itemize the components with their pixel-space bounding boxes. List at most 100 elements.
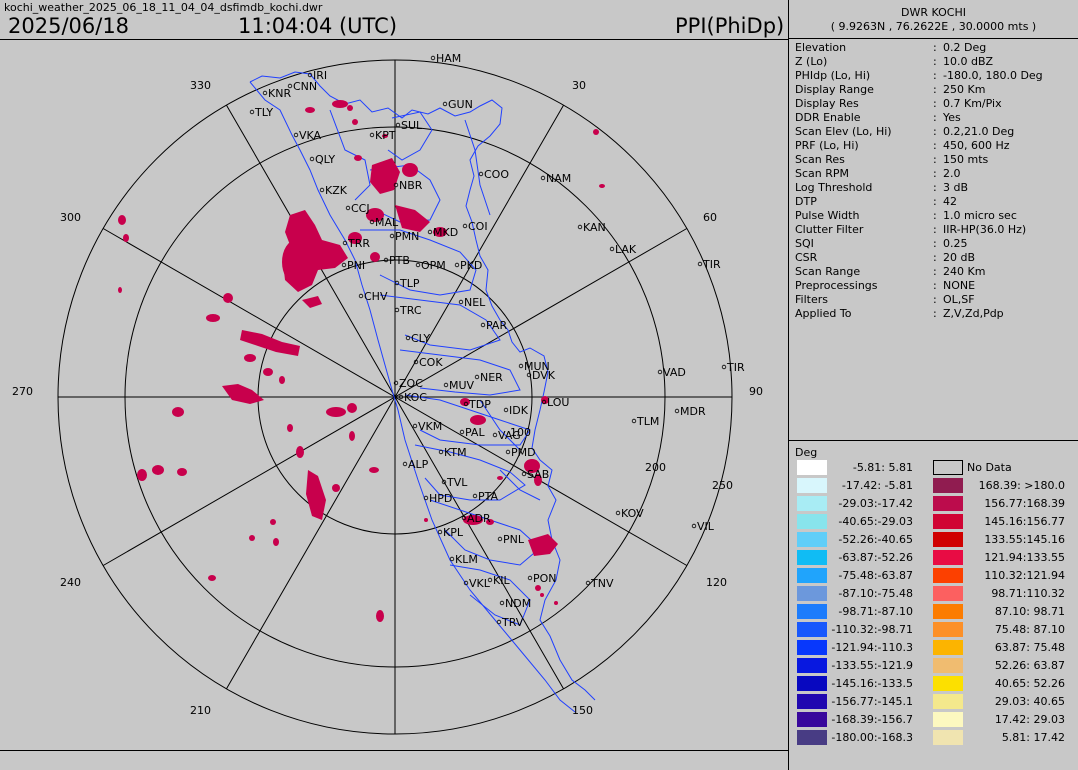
place-dot [527,575,533,581]
place-name: TRC [399,304,422,317]
legend-label: -98.71:-87.10 [838,605,913,618]
legend-swatch [933,478,963,493]
param-key: Display Range [795,83,874,96]
place-marker: TRC [394,304,422,317]
place-name: NER [480,371,503,384]
legend-swatch [933,712,963,727]
station-header: DWR KOCHI ( 9.9263N , 76.2622E , 30.0000… [789,6,1078,34]
param-colon: : [933,181,937,194]
range-label: 100 [510,426,531,439]
legend-swatch [797,604,827,619]
place-dot [541,399,547,405]
place-marker: NBR [393,179,423,192]
legend-label: 87.10: 98.71 [994,605,1065,618]
place-name: CLY [411,332,430,345]
param-value: 20 dB [943,251,976,264]
legend-label: 17.42: 29.03 [994,713,1065,726]
place-dot [449,556,455,562]
param-value: 2.0 [943,167,961,180]
param-value: -180.0, 180.0 Deg [943,69,1043,82]
scan-date: 2025/06/18 [8,14,130,38]
param-colon: : [933,237,937,250]
place-dot [430,55,436,61]
place-name: OPM [421,259,446,272]
legend-swatch [797,550,827,565]
place-dot [463,401,469,407]
place-marker: IRI [307,69,327,82]
station-coords: ( 9.9263N , 76.2622E , 30.0000 mts ) [830,20,1037,33]
place-marker: TLY [249,106,273,119]
param-row: Filters: OL,SF [795,293,1073,307]
place-name: LOU [547,396,569,409]
place-marker: SAB [521,468,549,481]
place-dot [345,205,351,211]
place-name: CHV [364,290,388,303]
header-divider [0,39,788,40]
param-row: Scan Res:150 mts [795,153,1073,167]
param-colon: : [933,139,937,152]
place-name: NDM [505,597,531,610]
param-value: 1.0 micro sec [943,209,1017,222]
param-value: 150 mts [943,153,989,166]
param-colon: : [933,97,937,110]
place-name: PON [533,572,557,585]
param-row: Display Range:250 Km [795,83,1073,97]
place-name: VAG [498,429,521,442]
place-dot [505,449,511,455]
place-dot [615,510,621,516]
azimuth-label: 120 [706,576,727,589]
azimuth-label: 240 [60,576,81,589]
place-name: PMD [511,446,536,459]
place-dot [389,233,395,239]
param-colon: : [933,153,937,166]
place-name: HPD [429,492,452,505]
place-name: TRR [347,237,370,250]
place-marker: MUV [443,379,475,392]
place-dot [526,372,532,378]
azimuth-label: 300 [60,211,81,224]
range-label: 200 [645,461,666,474]
legend-swatch [797,640,827,655]
legend-swatch [933,514,963,529]
place-marker: HPD [423,492,452,505]
param-value: 0.2,21.0 Deg [943,125,1015,138]
place-marker: ALP [402,458,429,471]
file-name: kochi_weather_2025_06_18_11_04_04_dsfimd… [4,1,323,14]
place-marker: CLY [405,332,430,345]
place-marker: KOC [398,391,427,404]
param-value: 0.25 [943,237,968,250]
place-marker: OPM [415,259,446,272]
place-name: TLP [399,277,420,290]
place-name: CNN [293,80,317,93]
legend-label: 156.77:168.39 [984,497,1065,510]
param-key: DTP [795,195,817,208]
param-row: DTP:42 [795,195,1073,209]
place-marker: COK [413,356,443,369]
legend-label: -29.03:-17.42 [838,497,913,510]
azimuth-label: 150 [572,704,593,717]
param-value: 42 [943,195,957,208]
azimuth-label: 330 [190,79,211,92]
param-key: Log Threshold [795,181,873,194]
legend-swatch [933,640,963,655]
legend-label: -5.81: 5.81 [852,461,913,474]
param-row: Scan RPM:2.0 [795,167,1073,181]
place-marker: KZK [319,184,348,197]
place-name: CCJ [351,202,370,215]
param-value: OL,SF [943,293,975,306]
place-marker: KOV [615,507,644,520]
place-marker: VKL [463,577,491,590]
radar-ppi-display[interactable]: 30 60 90 120 150 210 240 270 300 330 200… [0,40,788,750]
footer-divider [0,750,788,751]
param-key: Scan RPM [795,167,850,180]
legend-label: 75.48: 87.10 [994,623,1065,636]
place-name: MUV [449,379,475,392]
legend-label: 29.03: 40.65 [994,695,1065,708]
legend-label: -63.87:-52.26 [838,551,913,564]
place-dot [609,246,615,252]
place-name: TIR [726,361,745,374]
place-name: KPL [443,526,464,539]
param-key: Preprocessings [795,279,878,292]
param-value: 0.7 Km/Pix [943,97,1002,110]
